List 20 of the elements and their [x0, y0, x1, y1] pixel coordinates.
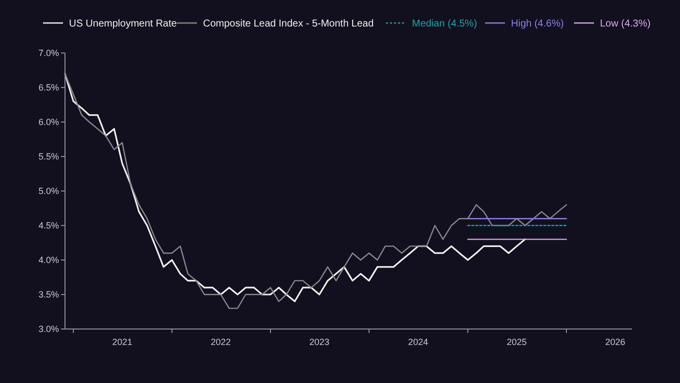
y-tick-label: 5.0%: [38, 186, 59, 196]
y-tick-label: 6.0%: [38, 117, 59, 127]
legend-label: Composite Lead Index - 5-Month Lead: [203, 18, 374, 30]
x-tick-label: 2021: [112, 337, 132, 347]
legend-label: Low (4.3%): [600, 18, 651, 30]
x-tick-label: 2025: [506, 337, 527, 347]
y-tick-label: 3.5%: [38, 290, 59, 300]
legend-label: Median (4.5%): [412, 18, 478, 30]
x-tick-label: 2023: [309, 337, 330, 347]
y-tick-label: 4.5%: [38, 220, 59, 230]
x-tick-label: 2026: [605, 337, 626, 347]
y-tick-label: 7.0%: [38, 48, 59, 58]
y-tick-label: 6.5%: [38, 82, 59, 92]
y-tick-label: 3.0%: [38, 324, 59, 334]
x-tick-label: 2022: [210, 337, 231, 347]
y-tick-label: 5.5%: [38, 152, 59, 162]
legend-label: High (4.6%): [511, 18, 564, 30]
x-tick-label: 2024: [408, 337, 428, 347]
legend-label: US Unemployment Rate: [69, 18, 178, 30]
y-tick-label: 4.0%: [38, 255, 59, 265]
